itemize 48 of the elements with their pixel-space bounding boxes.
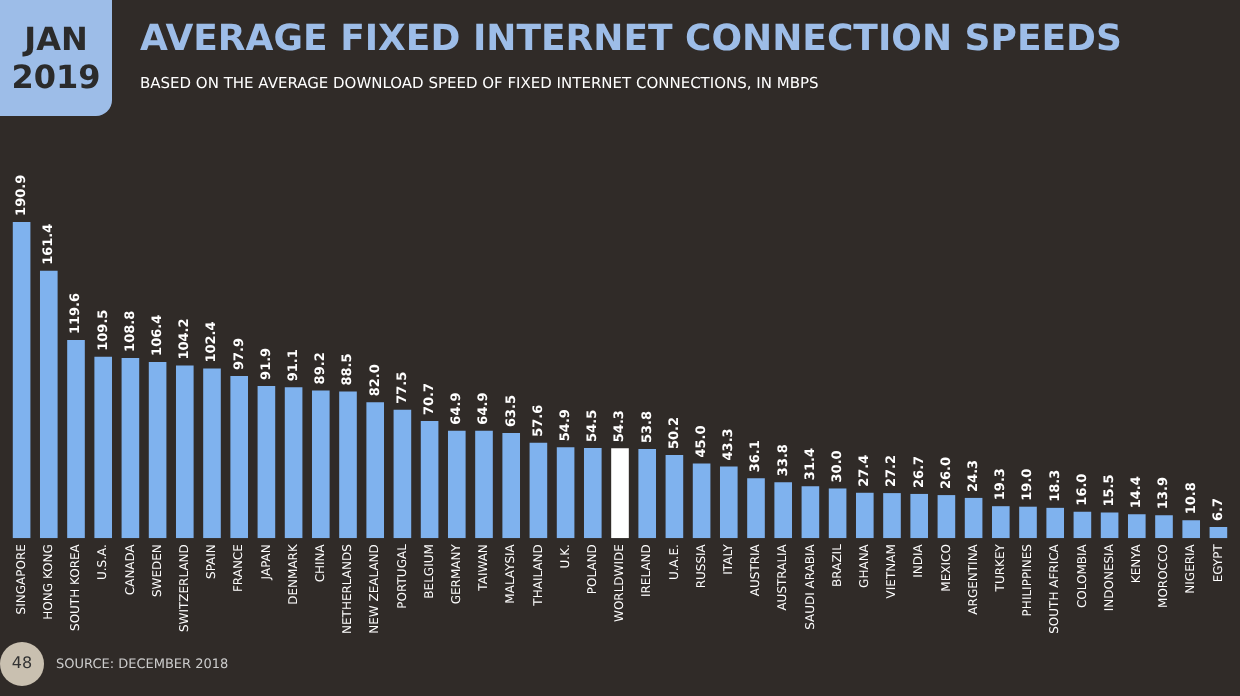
bar [366, 402, 385, 539]
bar [12, 221, 31, 539]
bar [937, 495, 956, 539]
bar [1209, 527, 1228, 539]
bar [719, 466, 738, 539]
bar [1019, 506, 1037, 539]
bar [583, 447, 602, 539]
bar [94, 356, 113, 539]
bar [828, 488, 847, 539]
bar [1155, 515, 1173, 539]
bar [39, 270, 58, 539]
bar [121, 357, 140, 539]
bar [1182, 520, 1201, 539]
bar [692, 463, 711, 539]
bar [529, 442, 548, 539]
bar [964, 497, 983, 539]
bar [1100, 512, 1119, 539]
text: 48 [0, 642, 44, 686]
bar [1127, 514, 1146, 539]
bar [230, 375, 249, 539]
bar [393, 409, 412, 539]
bar [638, 449, 657, 539]
bar [339, 391, 357, 539]
text: JAN 2019 [0, 0, 112, 116]
bar [67, 340, 85, 539]
bar [311, 390, 330, 539]
bar [203, 368, 221, 539]
bar [502, 432, 521, 539]
bar [611, 448, 629, 539]
bar [855, 492, 874, 539]
chart-title: AVERAGE FIXED INTERNET CONNECTION SPEEDS [140, 18, 1122, 60]
bar [774, 482, 793, 539]
bar [910, 493, 929, 539]
bar [883, 493, 901, 539]
bar [665, 455, 684, 539]
bar [1073, 511, 1092, 539]
bar [420, 421, 439, 539]
bar [284, 387, 303, 539]
bar [747, 478, 765, 539]
bar [257, 385, 276, 539]
bar [801, 486, 820, 539]
bar [475, 430, 493, 539]
bar [556, 447, 575, 539]
bar [991, 506, 1010, 539]
bar [148, 361, 167, 539]
bar [1046, 507, 1065, 539]
bar [175, 365, 194, 539]
bar [447, 430, 466, 539]
